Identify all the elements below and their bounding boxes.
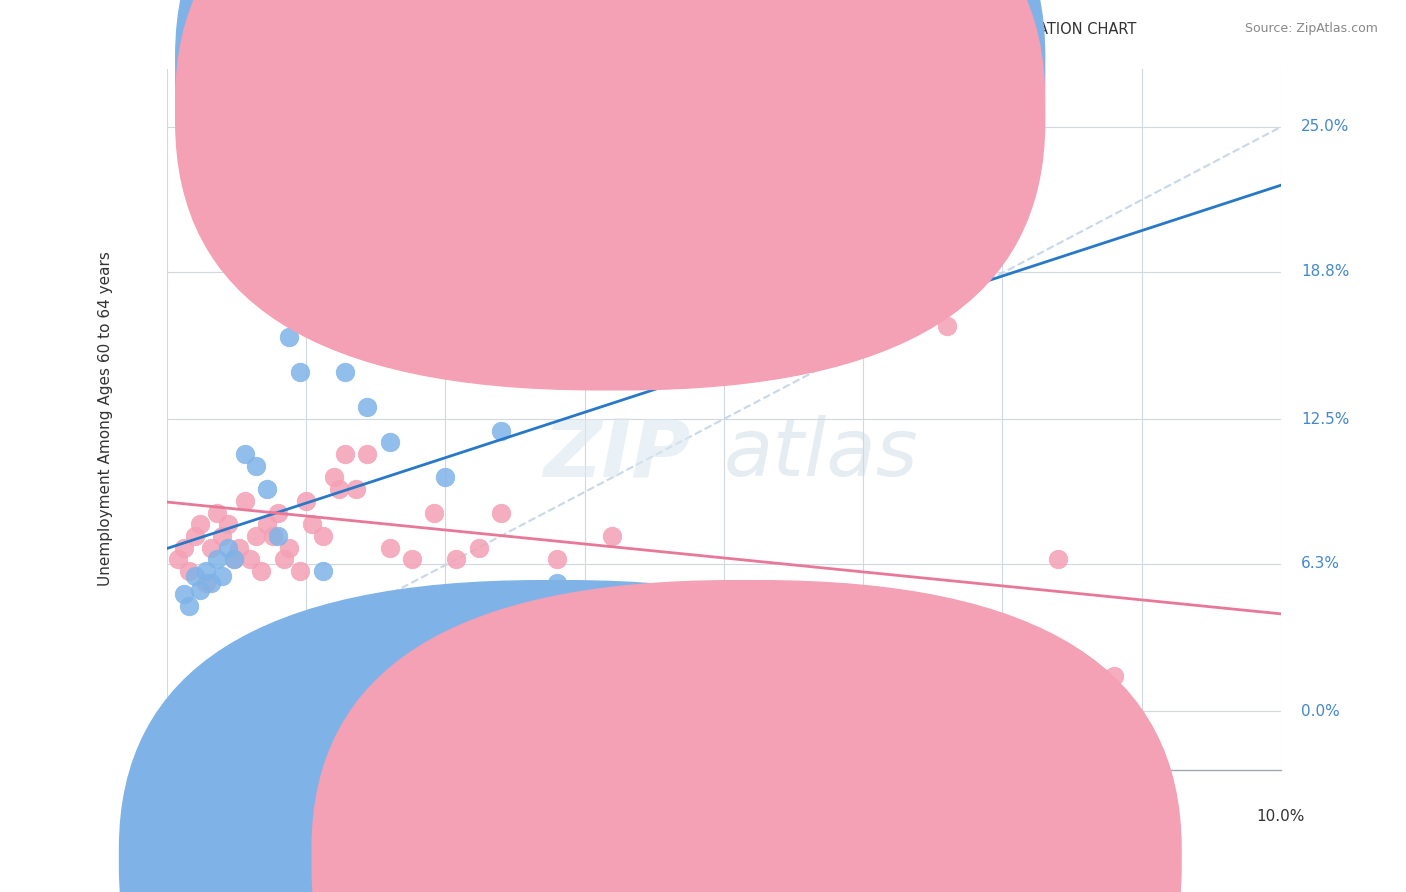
Text: Immigrants from Cameroon: Immigrants from Cameroon: [766, 851, 979, 865]
Text: 18.8%: 18.8%: [1301, 264, 1350, 279]
Point: [217, 541, 239, 555]
Point: [233, 447, 256, 461]
Point: [356, 401, 378, 415]
Text: Source: ZipAtlas.com: Source: ZipAtlas.com: [1244, 22, 1378, 36]
Point: [167, 552, 190, 566]
Point: [200, 541, 222, 555]
Point: [1047, 552, 1070, 566]
Point: [183, 568, 205, 582]
Point: [173, 541, 195, 555]
Point: [301, 517, 323, 532]
Point: [173, 587, 195, 601]
Point: [602, 529, 624, 543]
Text: CAMBODIAN VS IMMIGRANTS FROM CAMEROON UNEMPLOYMENT AMONG AGES 60 TO 64 YEARS COR: CAMBODIAN VS IMMIGRANTS FROM CAMEROON UN…: [270, 22, 1136, 37]
Text: ZIP: ZIP: [543, 415, 690, 493]
Point: [935, 318, 957, 333]
Point: [713, 587, 735, 601]
Point: [378, 435, 401, 450]
Point: [267, 506, 290, 520]
Point: [824, 646, 846, 660]
Text: R = 0.490   N = 23: R = 0.490 N = 23: [631, 60, 776, 74]
Point: [290, 365, 312, 379]
Point: [401, 552, 423, 566]
Point: [267, 529, 290, 543]
Point: [489, 506, 512, 520]
Point: [177, 599, 200, 613]
Text: 25.0%: 25.0%: [1301, 120, 1350, 135]
Text: 0.0%: 0.0%: [148, 809, 186, 824]
Point: [222, 552, 245, 566]
Point: [188, 517, 211, 532]
Point: [273, 552, 295, 566]
Point: [423, 506, 446, 520]
Point: [200, 575, 222, 590]
Text: 6.3%: 6.3%: [1301, 557, 1340, 572]
Text: Cambodians: Cambodians: [574, 851, 669, 865]
Point: [188, 582, 211, 597]
Point: [256, 517, 278, 532]
Point: [211, 568, 233, 582]
Point: [434, 353, 457, 368]
Point: [295, 493, 318, 508]
Point: [256, 482, 278, 496]
Point: [222, 552, 245, 566]
Point: [217, 517, 239, 532]
Point: [356, 447, 378, 461]
Point: [312, 529, 335, 543]
Point: [768, 623, 790, 637]
Point: [211, 236, 233, 251]
Point: [245, 529, 267, 543]
Point: [183, 529, 205, 543]
Point: [489, 424, 512, 438]
Point: [194, 575, 217, 590]
Point: [546, 575, 568, 590]
Point: [233, 493, 256, 508]
Point: [228, 541, 250, 555]
Point: [177, 564, 200, 578]
Point: [205, 506, 228, 520]
Point: [290, 564, 312, 578]
Text: 0.0%: 0.0%: [1301, 704, 1340, 719]
Point: [205, 552, 228, 566]
Point: [278, 541, 301, 555]
Point: [344, 482, 367, 496]
Point: [328, 482, 350, 496]
Point: [333, 447, 356, 461]
Text: 12.5%: 12.5%: [1301, 411, 1350, 426]
Point: [546, 552, 568, 566]
Point: [1102, 669, 1125, 683]
Point: [245, 458, 267, 473]
Point: [194, 564, 217, 578]
Text: 10.0%: 10.0%: [1257, 809, 1305, 824]
Text: atlas: atlas: [724, 415, 918, 493]
Point: [322, 470, 344, 484]
Text: Unemployment Among Ages 60 to 64 years: Unemployment Among Ages 60 to 64 years: [98, 252, 112, 586]
Point: [312, 564, 335, 578]
Point: [657, 634, 679, 648]
Point: [250, 564, 273, 578]
Point: [239, 552, 262, 566]
Point: [467, 541, 489, 555]
Point: [188, 190, 211, 204]
Point: [434, 470, 457, 484]
Text: R = 0.068   N = 49: R = 0.068 N = 49: [631, 104, 776, 119]
Point: [278, 330, 301, 344]
Point: [262, 529, 284, 543]
Point: [446, 552, 468, 566]
Point: [333, 365, 356, 379]
Point: [724, 623, 747, 637]
Point: [378, 541, 401, 555]
Point: [211, 529, 233, 543]
